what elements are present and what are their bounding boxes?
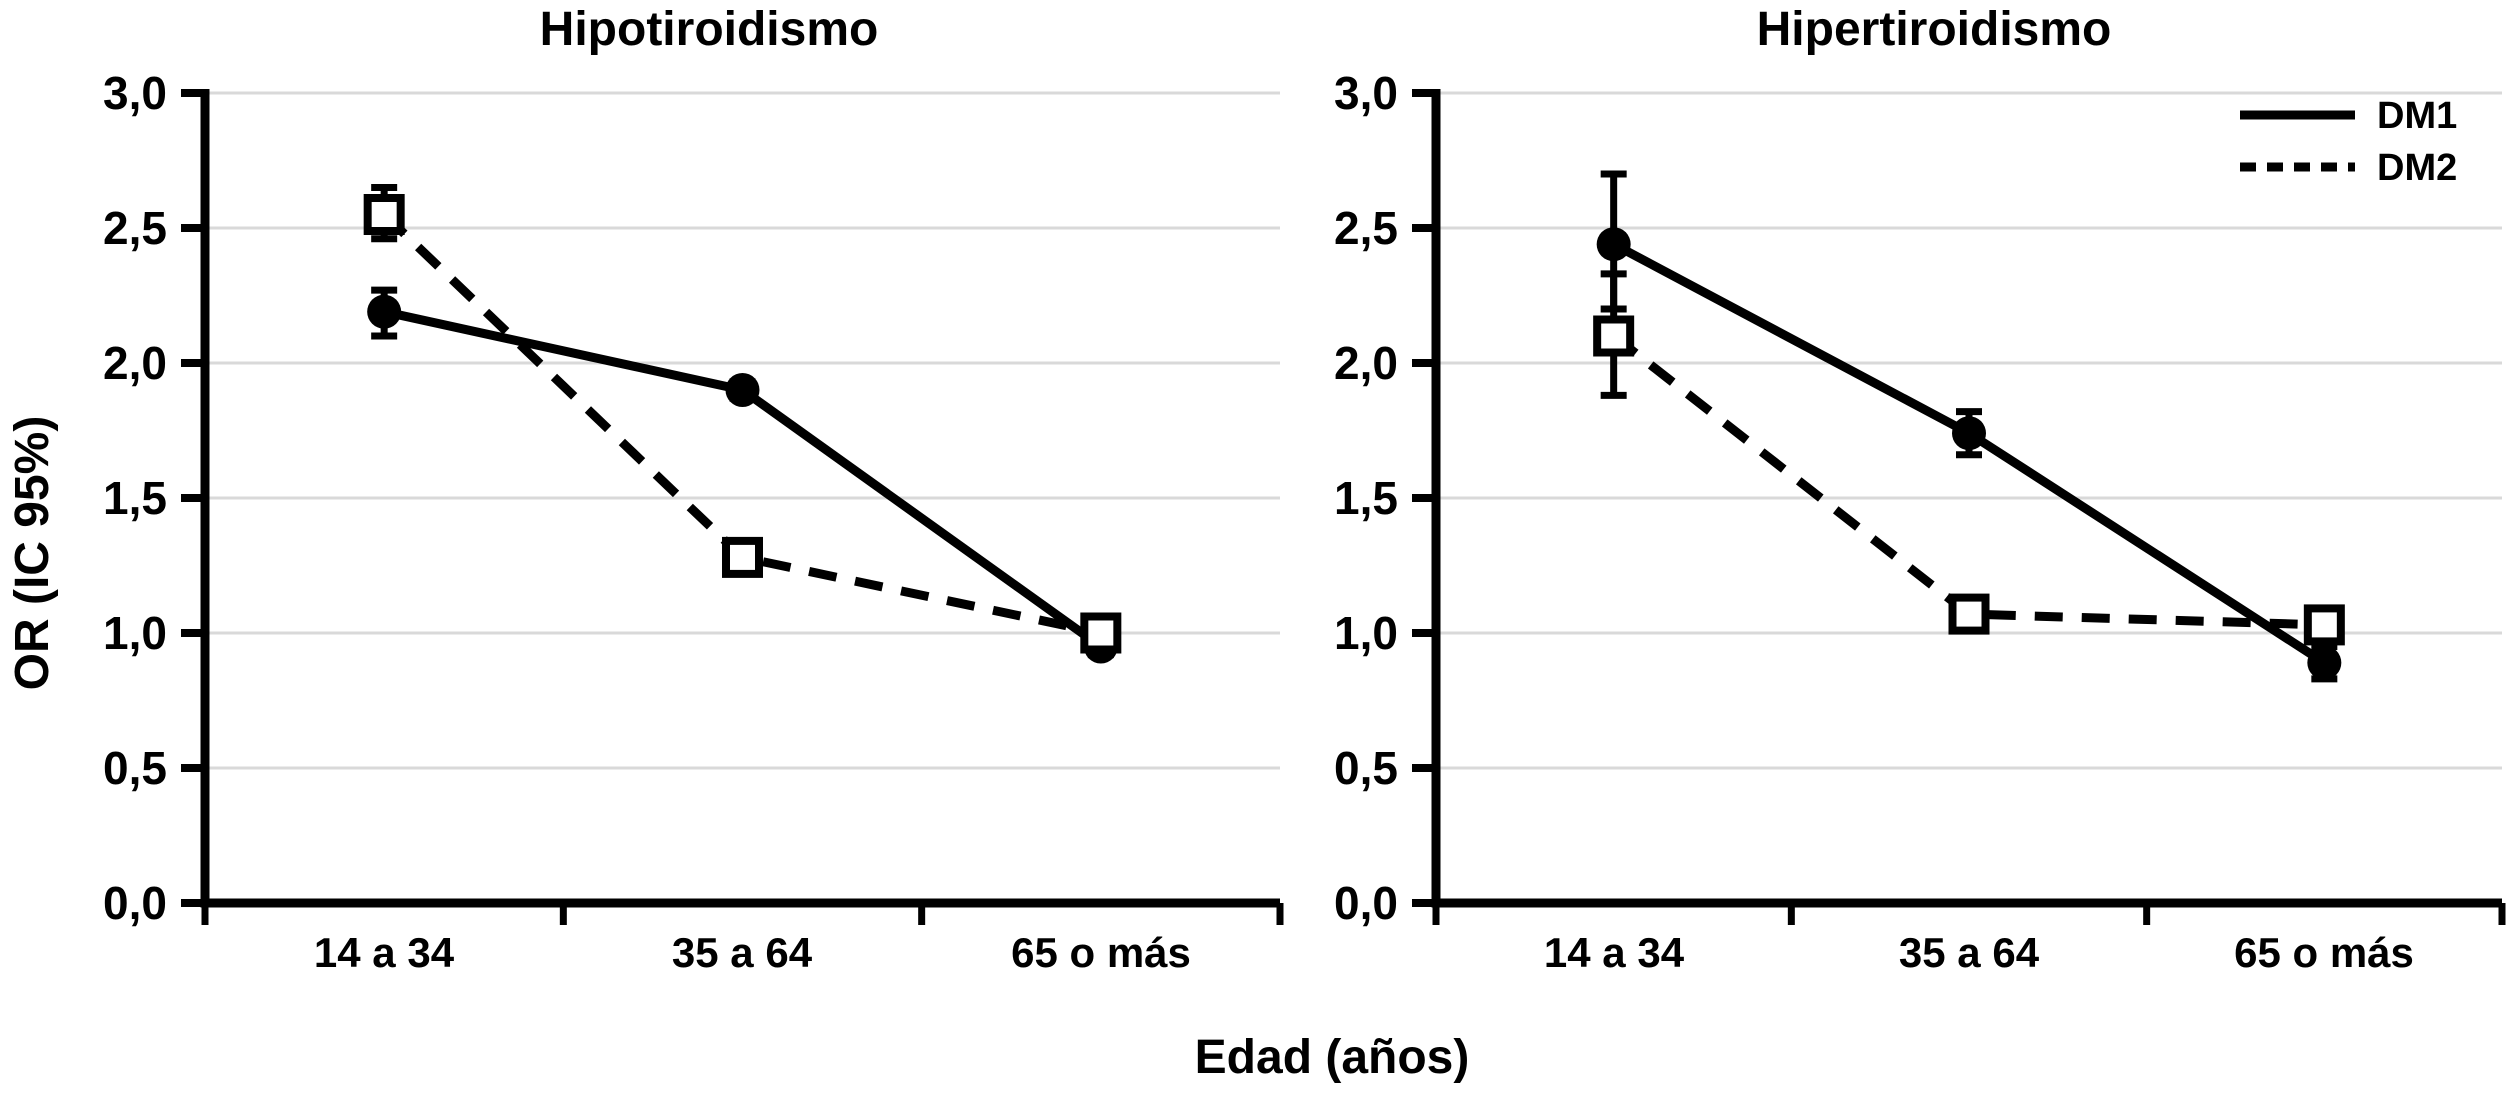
y-tick-label: 0,5 (1334, 742, 1398, 794)
marker-filled-circle-dm1 (1596, 227, 1631, 262)
y-tick-label: 2,5 (103, 202, 167, 254)
y-tick-label: 3,0 (1334, 67, 1398, 119)
marker-filled-circle-dm1 (1952, 416, 1986, 451)
y-tick-label: 1,5 (1334, 472, 1398, 524)
marker-open-square-dm2 (722, 536, 763, 578)
x-category-label: 35 a 64 (671, 929, 813, 976)
panel-title-hipotiroidismo: Hipotiroidismo (539, 3, 879, 56)
y-axis-title: OR (IC 95%) (6, 415, 59, 691)
marker-open-square-dm2 (1948, 593, 1990, 635)
marker-open-square-dm2 (1080, 612, 1122, 654)
y-tick-label: 0,0 (1334, 877, 1398, 929)
x-category-label: 35 a 64 (1898, 929, 2040, 976)
panel-title-hipertiroidismo: Hipertiroidismo (1756, 3, 2112, 56)
y-tick-label: 1,5 (103, 472, 167, 524)
legend-label-dm1: DM1 (2377, 95, 2458, 137)
marker-filled-circle-dm1 (367, 294, 402, 329)
x-category-label: 65 o más (2234, 929, 2414, 976)
marker-open-square-dm2 (363, 194, 405, 235)
x-category-label: 14 a 34 (313, 929, 455, 976)
x-axis-title: Edad (años) (1194, 1031, 1470, 1084)
x-category-label: 14 a 34 (1543, 929, 1685, 976)
y-tick-label: 2,0 (103, 337, 167, 389)
marker-open-square-dm2 (2303, 604, 2345, 646)
series-line-dm2 (1610, 332, 2325, 630)
x-category-label: 65 o más (1011, 929, 1191, 976)
marker-open-square-dm2 (1593, 315, 1635, 357)
y-tick-label: 2,0 (1334, 337, 1398, 389)
marker-filled-circle-dm1 (2307, 645, 2342, 680)
marker-filled-circle-dm1 (725, 373, 760, 407)
y-tick-label: 3,0 (103, 67, 167, 119)
y-tick-label: 1,0 (1334, 607, 1398, 659)
legend-label-dm2: DM2 (2377, 147, 2458, 189)
y-tick-label: 1,0 (103, 607, 167, 659)
y-tick-label: 0,5 (103, 742, 167, 794)
y-tick-label: 2,5 (1334, 202, 1398, 254)
y-tick-label: 0,0 (103, 877, 167, 929)
